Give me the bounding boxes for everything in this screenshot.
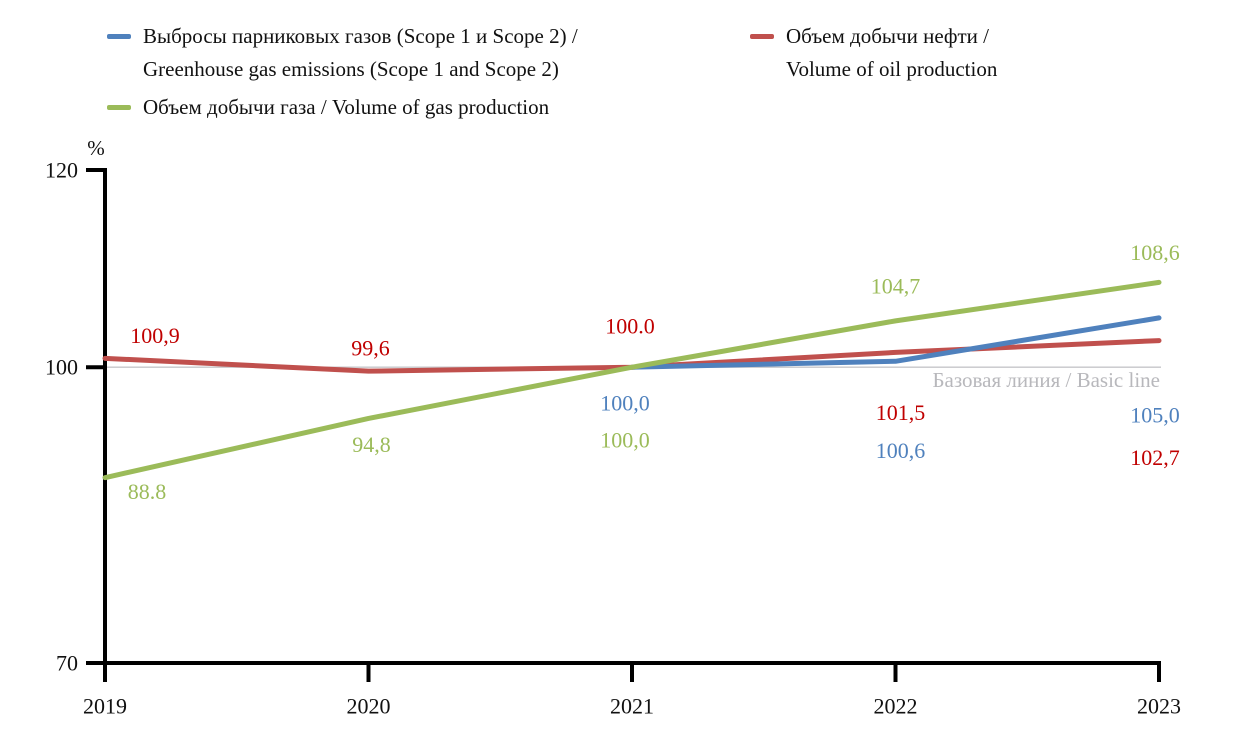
series-line-gas	[102, 279, 1162, 481]
y-axis-unit-label: %	[87, 136, 105, 160]
legend-text-gas: Объем добычи газа / Volume of gas produc…	[143, 91, 549, 124]
x-tick-label-2020: 2020	[347, 694, 391, 719]
point-label-oil-2022: 101,5	[876, 400, 926, 425]
point-label-gas-2019: 88.8	[128, 479, 167, 504]
legend-item-gas: Объем добычи газа / Volume of gas produc…	[107, 91, 549, 124]
point-label-oil-2019: 100,9	[130, 323, 180, 348]
legend-swatch-emissions	[107, 34, 131, 39]
y-tick-label-70: 70	[56, 651, 78, 676]
legend-text-emissions: Выбросы парниковых газов (Scope 1 и Scop…	[143, 20, 578, 86]
x-tick-label-2022: 2022	[874, 694, 918, 719]
legend-swatch-oil	[750, 34, 774, 39]
legend-item-emissions: Выбросы парниковых газов (Scope 1 и Scop…	[107, 20, 578, 86]
series-line-emissions	[629, 315, 1162, 370]
x-tick-label-2023: 2023	[1137, 694, 1181, 719]
legend-label-emissions-line2: Greenhouse gas emissions (Scope 1 and Sc…	[143, 57, 559, 81]
legend-label-emissions-line1: Выбросы парниковых газов (Scope 1 и Scop…	[143, 24, 578, 48]
point-label-oil-2021: 100.0	[605, 314, 655, 339]
legend-text-oil: Объем добычи нефти / Volume of oil produ…	[786, 20, 997, 86]
legend-label-oil-line1: Объем добычи нефти /	[786, 24, 989, 48]
point-label-gas-2020: 94,8	[352, 432, 391, 457]
point-label-emissions-2022: 100,6	[876, 438, 926, 463]
y-tick-label-100: 100	[45, 355, 78, 380]
x-tick-label-2019: 2019	[83, 694, 127, 719]
point-label-gas-2023: 108,6	[1130, 240, 1180, 265]
x-tick-label-2021: 2021	[610, 694, 654, 719]
baseline-label: Базовая линия / Basic line	[932, 368, 1160, 392]
point-label-gas-2021: 100,0	[600, 428, 650, 453]
point-label-oil-2023: 102,7	[1130, 445, 1180, 470]
legend-swatch-gas	[107, 105, 131, 110]
legend-item-oil: Объем добычи нефти / Volume of oil produ…	[750, 20, 997, 86]
point-label-emissions-2023: 105,0	[1130, 402, 1180, 427]
point-label-oil-2020: 99,6	[351, 336, 390, 361]
y-tick-label-120: 120	[45, 158, 78, 183]
legend-label-oil-line2: Volume of oil production	[786, 57, 998, 81]
legend-label-gas-line1: Объем добычи газа / Volume of gas produc…	[143, 95, 550, 119]
point-label-gas-2022: 104,7	[871, 273, 921, 298]
point-label-emissions-2021: 100,0	[600, 391, 650, 416]
